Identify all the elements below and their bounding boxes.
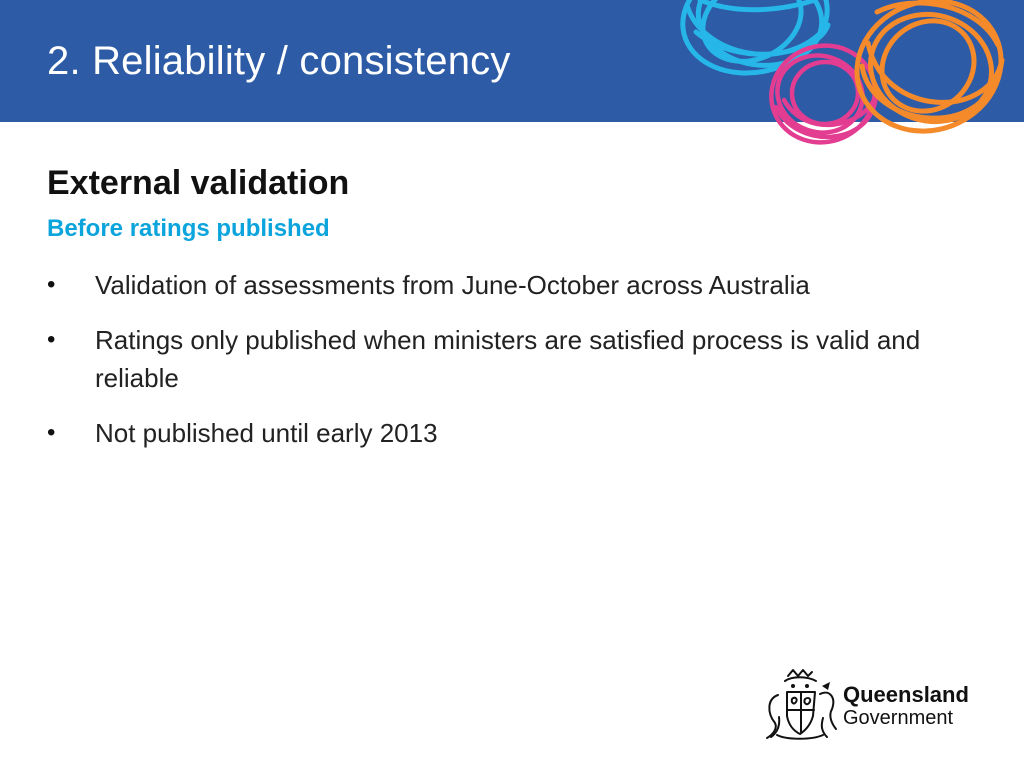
crest-crown bbox=[787, 669, 813, 677]
logo-line-government: Government bbox=[843, 707, 954, 729]
left-supporter bbox=[766, 694, 779, 739]
motto-scroll bbox=[776, 734, 824, 740]
base-strokes bbox=[770, 716, 828, 738]
queensland-coat-of-arms-icon bbox=[766, 669, 837, 740]
blue-scribble-stroke bbox=[684, 2, 831, 57]
bullet-text: Ratings only published when ministers ar… bbox=[95, 325, 921, 393]
shield-cross bbox=[787, 692, 815, 733]
queensland-government-logo: Queensland Government bbox=[760, 668, 974, 744]
bullet-icon: • bbox=[47, 271, 56, 298]
pink-scribble-ring bbox=[775, 53, 865, 135]
crest-top bbox=[784, 676, 817, 682]
title-banner bbox=[0, 0, 1024, 122]
bullet-text: Not published until early 2013 bbox=[95, 418, 438, 448]
bullet-text: Validation of assessments from June-Octo… bbox=[95, 270, 810, 300]
bullet-icon: • bbox=[47, 326, 56, 353]
shield-outline bbox=[786, 691, 816, 735]
bullet-icon: • bbox=[47, 419, 56, 446]
slide-title: 2. Reliability / consistency bbox=[47, 39, 511, 83]
logo-line-queensland: Queensland bbox=[843, 682, 969, 707]
bird-head bbox=[822, 682, 830, 690]
right-supporter bbox=[819, 691, 837, 730]
bullet-item: • Not published until early 2013 bbox=[47, 414, 977, 452]
blue-scribble-ring bbox=[695, 0, 825, 68]
bullet-item: • Ratings only published when ministers … bbox=[47, 321, 977, 397]
bullet-list: • Validation of assessments from June-Oc… bbox=[47, 266, 977, 452]
colorful-scribble-circles-icon bbox=[680, 0, 1005, 145]
orange-scribble-stroke bbox=[874, 0, 1001, 48]
slide-content: External validation Before ratings publi… bbox=[47, 160, 977, 469]
crest-dot bbox=[791, 684, 795, 688]
crest-dot bbox=[805, 684, 809, 688]
blue-scribble-stroke bbox=[697, 0, 818, 13]
blue-scribble-ring bbox=[680, 0, 830, 76]
subheading: Before ratings published bbox=[47, 215, 330, 242]
shield-detail bbox=[790, 696, 812, 706]
bullet-item: • Validation of assessments from June-Oc… bbox=[47, 266, 977, 304]
government-wordmark: Queensland Government bbox=[843, 682, 975, 730]
section-heading: External validation bbox=[47, 164, 350, 202]
orange-scribble-stroke bbox=[859, 40, 1005, 121]
